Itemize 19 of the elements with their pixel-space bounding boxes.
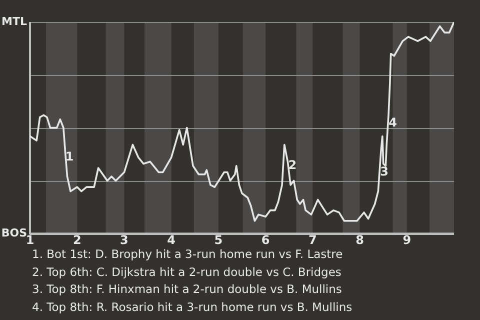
x-tick-label: 8 bbox=[356, 232, 364, 247]
annotation: 3 bbox=[380, 164, 388, 178]
x-tick-label: 7 bbox=[308, 232, 317, 247]
text: 1. Bot 1st: D. Brophy hit a 3-run home run vs F. Lastre bbox=[32, 246, 344, 263]
x-tick-label: 2 bbox=[72, 232, 82, 247]
text: 2. Top 6th: C. Dijkstra hit a 2-run double vs C. Bridges bbox=[32, 264, 342, 280]
x-tick-label: 3 bbox=[120, 232, 128, 247]
annotation: 1 bbox=[65, 150, 74, 164]
x-tick-label: 9 bbox=[402, 232, 412, 247]
text: 3. Top 8th: F. Hinxman hit a 2-run double vs B. Mullins bbox=[32, 281, 343, 298]
x-tick-label: 4 bbox=[167, 232, 176, 247]
annotation: 4 bbox=[388, 116, 397, 130]
x-tick-label: 1 bbox=[26, 232, 34, 247]
x-tick-label: 6 bbox=[261, 232, 270, 247]
ref-line-label: MTL bbox=[2, 14, 27, 28]
ref-line-label: BOS bbox=[1, 226, 28, 240]
x-tick-label: 5 bbox=[214, 232, 223, 247]
annotation: 2 bbox=[288, 158, 297, 172]
text: 4. Top 8th: R. Rosario hit a 3-run home run vs B. Mullins bbox=[32, 298, 352, 316]
